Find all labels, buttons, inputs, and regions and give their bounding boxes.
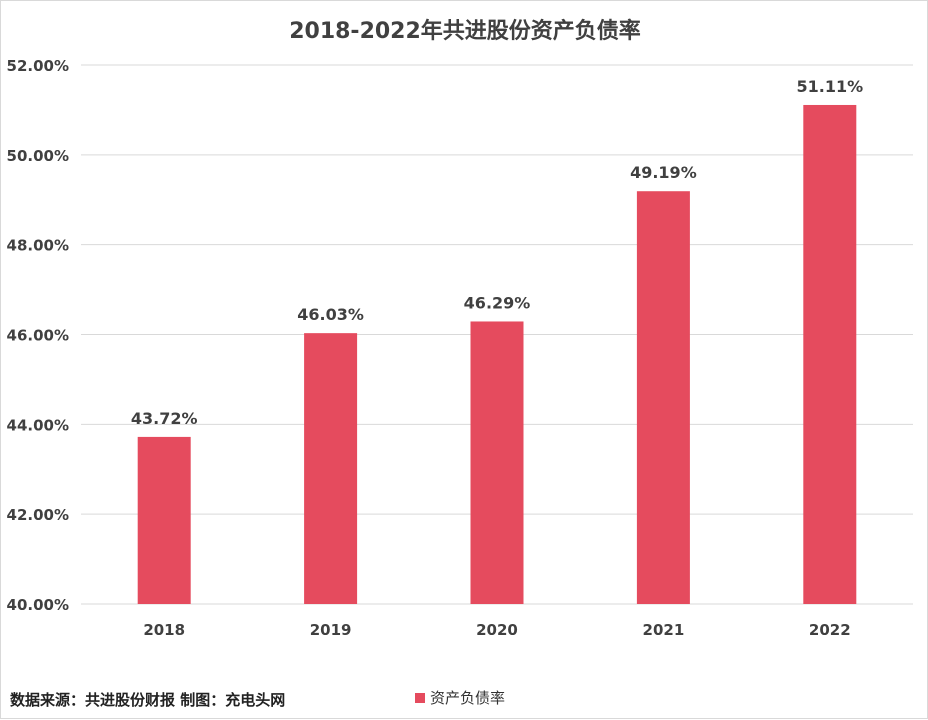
y-tick-label: 42.00% (7, 506, 69, 524)
data-label: 49.19% (630, 163, 697, 182)
legend-swatch (415, 692, 425, 703)
x-tick-label: 2022 (809, 621, 851, 639)
data-label: 46.29% (464, 293, 531, 312)
data-label: 46.03% (297, 305, 364, 324)
bar (803, 104, 857, 604)
x-tick-label: 2019 (310, 621, 352, 639)
bar (304, 333, 358, 604)
y-tick-label: 40.00% (7, 596, 69, 614)
bar (470, 321, 524, 604)
y-tick-label: 48.00% (7, 237, 69, 255)
data-label: 51.11% (796, 77, 863, 96)
y-tick-label: 50.00% (7, 147, 69, 165)
y-tick-label: 44.00% (7, 416, 69, 434)
chart-title: 2018-2022年共进股份资产负债率 (289, 18, 641, 44)
legend-label: 资产负债率 (430, 689, 506, 707)
bar (137, 436, 191, 604)
y-tick-label: 52.00% (7, 57, 69, 75)
x-tick-label: 2018 (143, 621, 185, 639)
data-label: 43.72% (131, 409, 198, 428)
x-tick-label: 2020 (476, 621, 518, 639)
legend: 资产负债率 (415, 687, 505, 708)
bar (636, 191, 690, 605)
x-tick-label: 2021 (643, 621, 685, 639)
y-tick-label: 46.00% (7, 327, 69, 345)
data-source-note: 数据来源：共进股份财报 制图：充电头网 (10, 691, 286, 709)
